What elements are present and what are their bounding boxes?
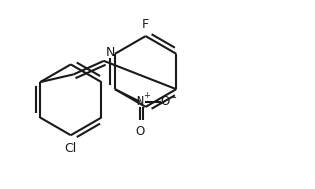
Text: O: O xyxy=(161,95,170,108)
Text: +: + xyxy=(143,91,150,100)
Text: F: F xyxy=(142,18,149,31)
Text: N: N xyxy=(136,95,143,108)
Text: O: O xyxy=(135,125,144,138)
Text: Cl: Cl xyxy=(65,142,77,155)
Text: −: − xyxy=(169,93,177,103)
Text: N: N xyxy=(106,46,115,59)
